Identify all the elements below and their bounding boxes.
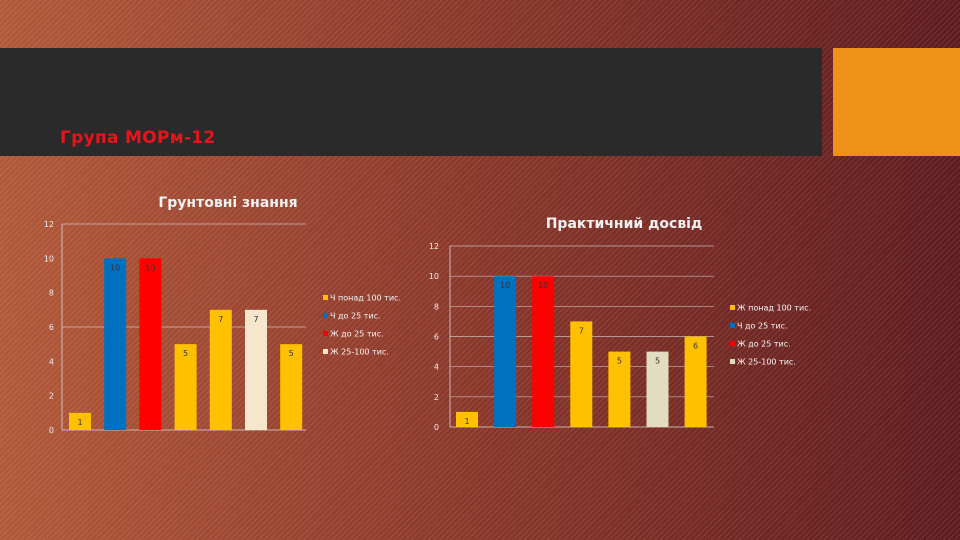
- data-label: 7: [253, 315, 258, 324]
- bar: [608, 351, 631, 427]
- data-label: 5: [289, 349, 294, 358]
- legend-swatch: [323, 349, 328, 354]
- data-label: 10: [500, 281, 510, 290]
- y-tick-label: 0: [434, 423, 439, 432]
- title-banner: [0, 48, 822, 156]
- bar: [456, 411, 478, 427]
- y-tick-label: 12: [429, 242, 439, 251]
- legend-label: Ч до 25 тис.: [330, 312, 381, 321]
- bar: [280, 344, 303, 430]
- y-tick-label: 4: [49, 357, 54, 366]
- y-tick-label: 4: [434, 363, 439, 372]
- legend-label: Ж 25-100 тис.: [737, 358, 796, 367]
- data-label: 10: [110, 263, 120, 272]
- bar: [646, 351, 669, 427]
- data-label: 10: [145, 263, 155, 272]
- legend-swatch: [323, 331, 328, 336]
- data-label: 10: [538, 281, 548, 290]
- bar: [139, 258, 162, 430]
- data-label: 7: [579, 326, 584, 335]
- y-tick-label: 0: [49, 426, 54, 435]
- y-tick-label: 2: [49, 392, 54, 401]
- bar: [69, 412, 91, 430]
- legend-label: Ж до 25 тис.: [737, 340, 791, 349]
- slide-title: Група МОРм-12: [60, 128, 216, 148]
- bar: [570, 321, 593, 427]
- chart-title: Грунтовні знання: [158, 195, 297, 211]
- legend-label: Ж до 25 тис.: [330, 330, 384, 339]
- bar: [245, 309, 267, 430]
- legend-label: Ж 25-100 тис.: [330, 348, 389, 357]
- y-tick-label: 2: [434, 393, 439, 402]
- y-tick-label: 8: [434, 302, 439, 311]
- legend-label: Ж понад 100 тис.: [737, 304, 811, 313]
- legend-swatch: [730, 359, 735, 364]
- bar: [532, 276, 555, 427]
- y-tick-label: 6: [434, 333, 439, 342]
- y-tick-label: 12: [44, 220, 54, 229]
- y-tick-label: 10: [44, 254, 54, 263]
- legend-swatch: [323, 295, 328, 300]
- legend-swatch: [323, 313, 328, 318]
- bar: [494, 276, 517, 427]
- y-tick-label: 10: [429, 272, 439, 281]
- bar: [209, 309, 232, 430]
- data-label: 1: [77, 418, 82, 427]
- legend-label: Ч до 25 тис.: [737, 322, 788, 331]
- y-tick-label: 8: [49, 289, 54, 298]
- legend-label: Ч понад 100 тис.: [330, 294, 401, 303]
- accent-block: [833, 48, 960, 156]
- bar: [174, 344, 197, 430]
- data-label: 5: [183, 349, 188, 358]
- chart-title: Практичний досвід: [546, 216, 703, 232]
- data-label: 5: [655, 357, 660, 366]
- legend-swatch: [730, 323, 735, 328]
- legend-swatch: [730, 305, 735, 310]
- data-label: 1: [464, 417, 469, 426]
- y-tick-label: 6: [49, 323, 54, 332]
- data-label: 7: [218, 315, 223, 324]
- bar: [104, 258, 127, 430]
- bar: [684, 336, 707, 427]
- legend-swatch: [730, 341, 735, 346]
- data-label: 6: [693, 342, 698, 351]
- data-label: 5: [617, 357, 622, 366]
